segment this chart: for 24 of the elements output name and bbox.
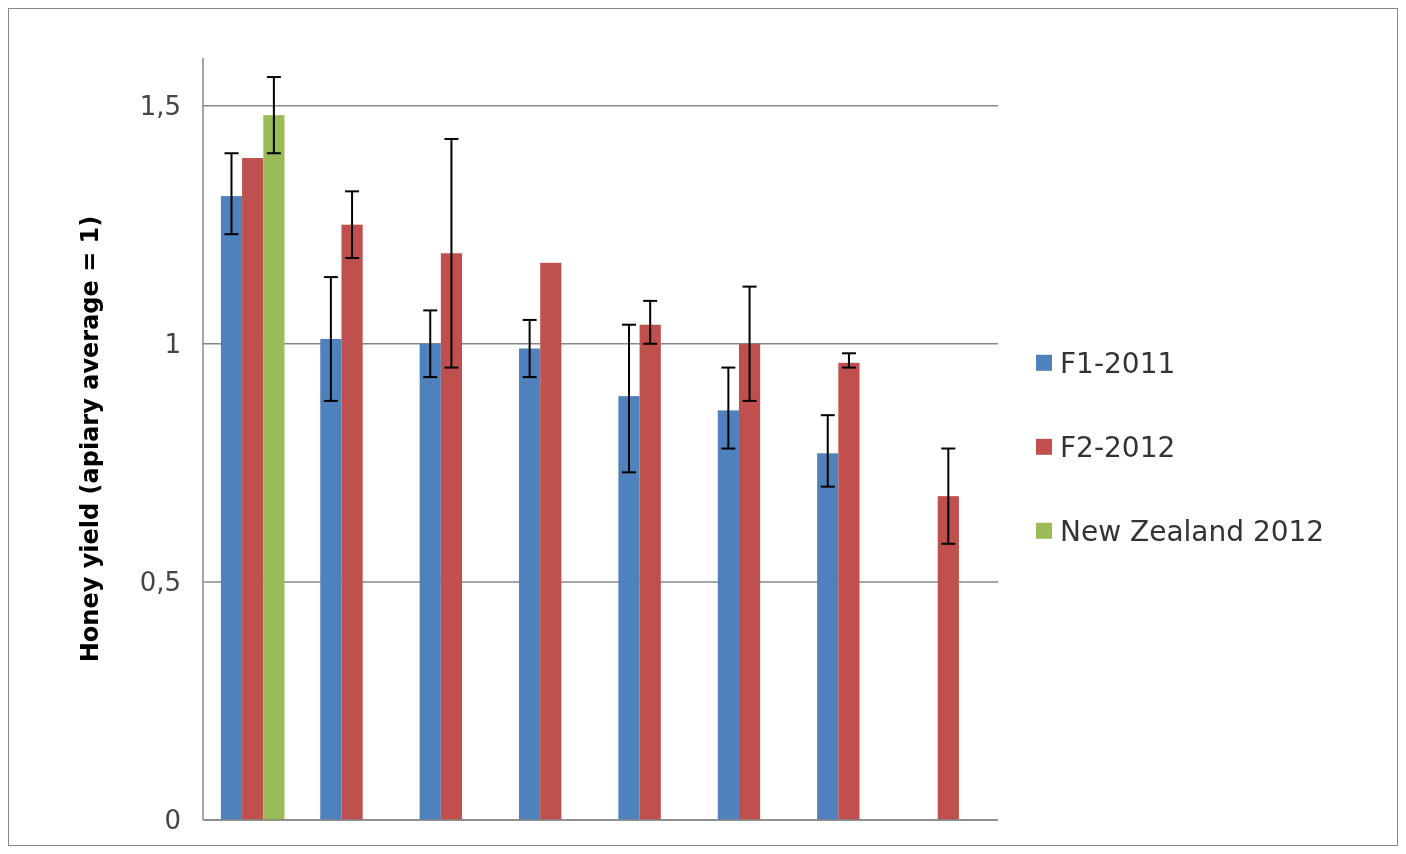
bar	[838, 362, 860, 820]
bar	[263, 115, 285, 820]
bar	[341, 224, 363, 820]
bar	[220, 196, 243, 820]
bar	[540, 262, 562, 820]
legend-label: New Zealand 2012	[1060, 514, 1325, 548]
y-tick-label: 1,5	[139, 90, 181, 121]
legend-label: F2-2012	[1060, 430, 1176, 464]
bar	[320, 338, 342, 820]
bar	[242, 158, 264, 820]
bar	[440, 253, 463, 820]
y-tick-label: 0	[164, 805, 181, 836]
bar	[717, 410, 739, 820]
bar	[419, 343, 441, 820]
y-tick-label: 0,5	[139, 566, 181, 597]
bar	[618, 396, 640, 820]
legend-label: F1-2011	[1060, 346, 1176, 380]
bar	[639, 324, 661, 820]
bar	[738, 343, 761, 820]
bar	[817, 453, 839, 820]
bar	[937, 496, 959, 820]
y-axis-title: Honey yield (apiary average = 1)	[76, 215, 104, 663]
y-tick-label: 1	[164, 328, 181, 359]
bar	[519, 348, 541, 820]
